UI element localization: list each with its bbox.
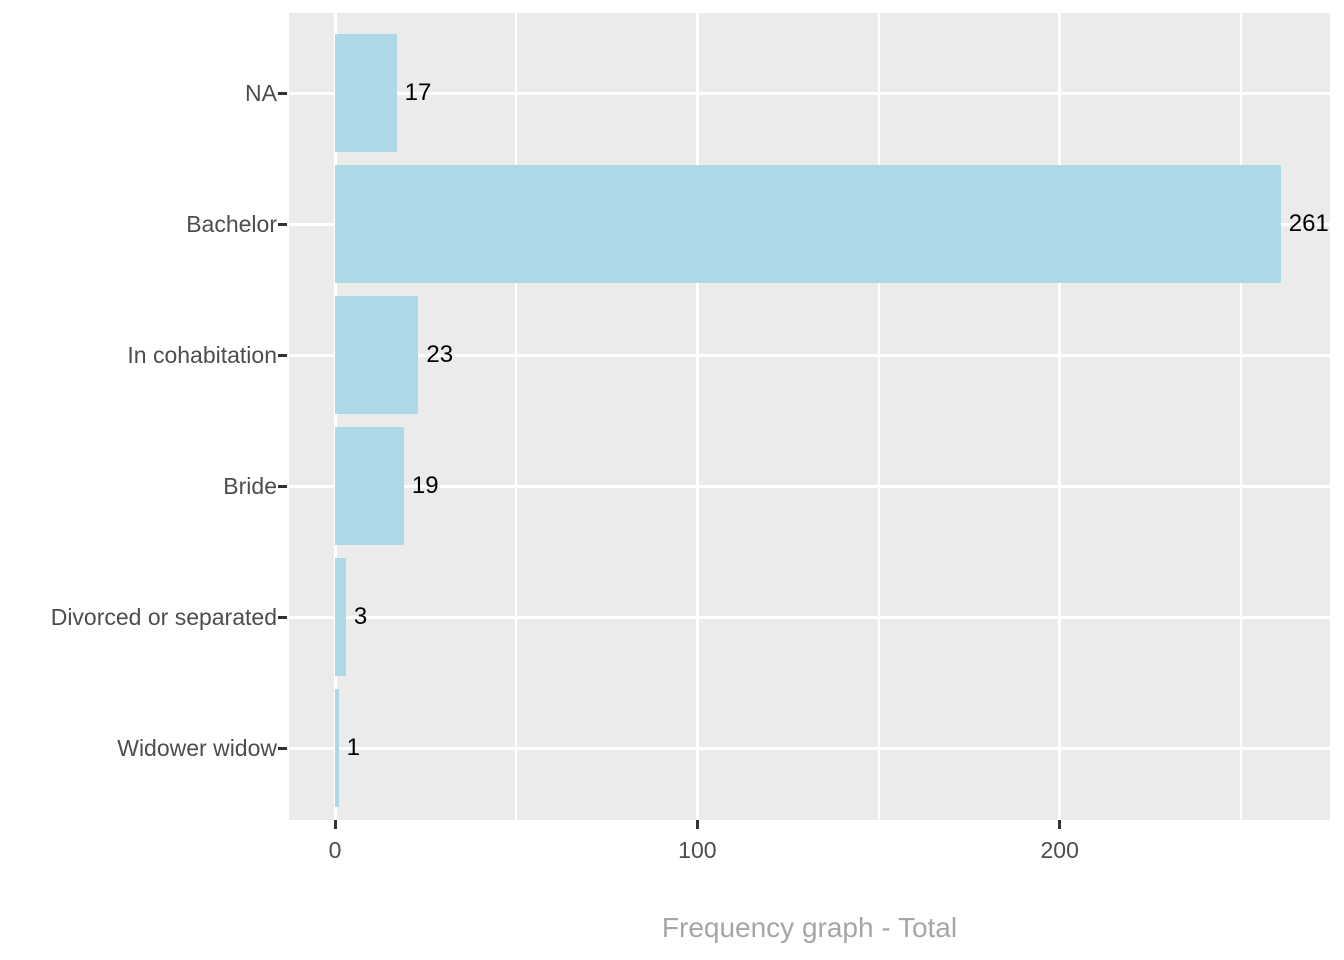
x-axis-tick-mark: [695, 820, 699, 829]
gridline-minor-vertical: [515, 13, 518, 820]
y-axis-tick-mark: [278, 615, 287, 619]
bar: [335, 558, 346, 676]
plot-panel: 17 261 23 19 3 1: [289, 13, 1330, 820]
x-axis-tick-mark: [1058, 820, 1062, 829]
bar-value-label: 23: [426, 341, 454, 368]
y-axis-tick-mark: [278, 484, 287, 488]
gridline-major-horizontal: [289, 746, 1330, 750]
gridline-major-vertical: [695, 13, 699, 820]
bar: [335, 165, 1281, 283]
gridline-major-horizontal: [289, 484, 1330, 488]
y-axis-label: Bachelor: [186, 211, 277, 237]
bar-value-label: 3: [353, 603, 368, 630]
x-axis-tick-mark: [333, 820, 337, 829]
y-axis-label: Widower widow: [117, 735, 277, 761]
gridline-minor-vertical: [1239, 13, 1242, 820]
bar-value-label: 17: [404, 79, 432, 106]
y-axis-tick-mark: [278, 353, 287, 357]
x-axis-title: Frequency graph - Total: [661, 912, 958, 943]
bar-value-label: 19: [411, 472, 439, 499]
x-axis-tick-label: 0: [328, 837, 342, 863]
y-axis-label: Bride: [223, 473, 277, 499]
bar: [335, 689, 339, 807]
gridline-major-vertical: [1058, 13, 1062, 820]
x-axis-tick-label: 200: [1040, 837, 1079, 863]
bar-value-label: 1: [346, 734, 360, 761]
y-axis-tick-mark: [278, 222, 287, 226]
gridline-major-horizontal: [289, 615, 1330, 619]
y-axis-tick-mark: [278, 746, 287, 750]
gridline-major-horizontal: [289, 353, 1330, 357]
gridline-minor-vertical: [877, 13, 880, 820]
bar-value-label: 261: [1288, 210, 1329, 237]
bar: [335, 34, 397, 152]
gridline-major-horizontal: [289, 91, 1330, 95]
x-axis-tick-label: 100: [678, 837, 717, 863]
y-axis-label: In cohabitation: [127, 342, 277, 368]
y-axis-label: NA: [245, 80, 277, 106]
y-axis-label: Divorced or separated: [50, 604, 277, 630]
bar: [335, 427, 404, 545]
y-axis-tick-mark: [278, 91, 287, 95]
bar: [335, 296, 419, 414]
gridline-major-vertical: [333, 13, 337, 820]
